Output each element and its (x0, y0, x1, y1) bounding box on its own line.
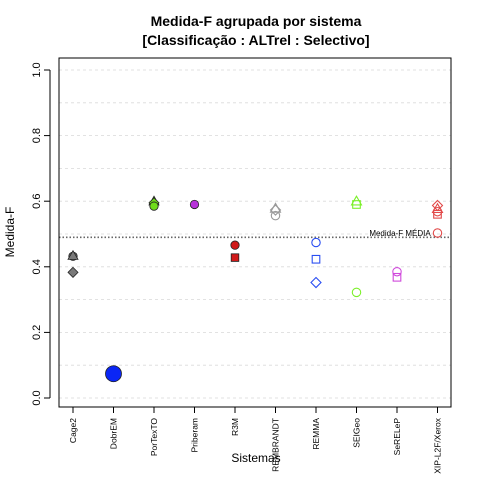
mean-label: Medida-F MÉDIA (369, 229, 431, 238)
y-axis: 0.0 0.2 0.4 0.6 0.8 1.0 (31, 62, 51, 406)
point-circle (432, 206, 443, 217)
point-circle (230, 240, 240, 250)
mean-reference: Medida-F MÉDIA (59, 229, 451, 239)
point-square (230, 253, 240, 262)
y-tick-label: 0.4 (31, 259, 43, 274)
x-tick-label: REMBRANDT (271, 418, 281, 472)
x-tick-label: Cage2 (68, 418, 78, 443)
x-axis: Cage2 DobrEM PorTexTO Priberam R3M REMBRANDT R… (68, 406, 443, 474)
y-tick-label: 0.0 (31, 390, 43, 405)
x-tick-label: XIP-L2F/Xerox (433, 417, 443, 473)
point-diamond (67, 266, 79, 278)
point-diamond (310, 276, 322, 289)
x-tick-label: REMMA (311, 418, 321, 450)
point-circle (392, 266, 402, 277)
point-square (352, 200, 361, 209)
x-tick-label: SeRELeP (392, 418, 402, 456)
chart-title-line-1: Medida-F agrupada por sistema (151, 13, 362, 29)
point-circle (432, 228, 443, 238)
x-tick-label: SEIGeo (352, 418, 362, 448)
point-circle (149, 201, 159, 211)
y-tick-label: 0.6 (31, 194, 43, 209)
y-tick-label: 1.0 (31, 62, 43, 77)
point-circle (311, 237, 321, 248)
y-tick-label: 0.2 (31, 325, 43, 340)
point-circle (189, 199, 200, 210)
y-axis-label: Medida-F (3, 207, 17, 258)
x-tick-label: DobrEM (109, 418, 119, 449)
point-square (311, 254, 321, 264)
point-circle (351, 287, 362, 298)
point-circle (105, 365, 122, 383)
y-tick-label: 0.8 (31, 128, 43, 143)
x-tick-label: Priberam (190, 418, 200, 452)
x-tick-label: PorTexTO (149, 418, 159, 456)
point-square (433, 209, 442, 219)
point-circle (270, 210, 281, 221)
grid-lines (59, 69, 451, 399)
point-diamond (269, 204, 282, 216)
point-square (392, 272, 402, 282)
chart-title-line-2: [Classificação : ALTrel : Selectivo] (142, 32, 369, 48)
x-axis-label: Sistemas (231, 451, 280, 465)
data-points (67, 195, 444, 383)
x-tick-label: R3M (230, 418, 240, 436)
point-triangle (67, 249, 79, 260)
